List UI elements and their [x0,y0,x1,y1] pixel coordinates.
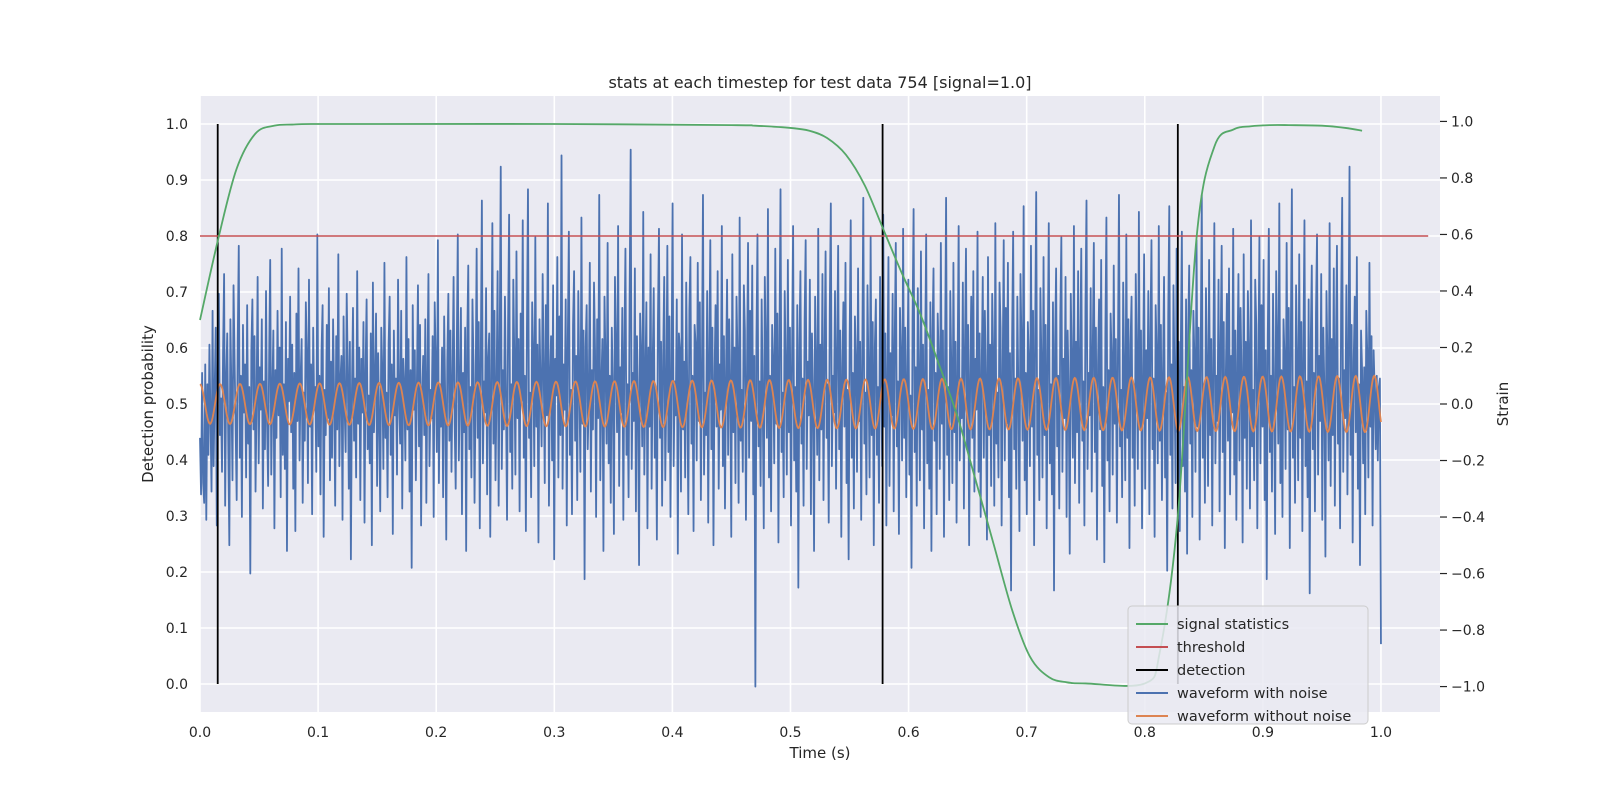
y-left-tick-label: 0.1 [166,621,188,637]
y-left-tick-label: 0.7 [166,285,188,301]
y-right-tick-label: 0.2 [1451,340,1473,356]
y-right-tick-label: −0.4 [1451,510,1485,526]
y-left-tick-label: 0.2 [166,565,188,581]
legend-label: signal statistics [1177,617,1289,633]
y-left-tick-label: 0.5 [166,397,188,413]
x-tick-label: 0.1 [307,725,329,741]
y-right-tick-label: −1.0 [1451,680,1485,696]
series-waveform-without-noise [199,374,1382,434]
chart-title: stats at each timestep for test data 754… [608,73,1031,92]
y-right-tick-label: 0.0 [1451,397,1473,413]
x-tick-label: 0.2 [425,725,447,741]
x-tick-label: 0.6 [897,725,919,741]
series-signal-statistics [199,123,1363,687]
y-right-tick-label: 1.0 [1451,114,1473,130]
y-axis-right-ticks: −1.0 −0.8 −0.6 −0.4 −0.2 0.0 0.2 0.4 0.6 0.8 1.0 [1440,114,1485,696]
y-right-tick-label: 0.8 [1451,171,1473,187]
legend: signal statistics threshold detection wavef… [1127,605,1369,725]
x-tick-label: 0.7 [1016,725,1038,741]
x-axis-ticks: 0.0 0.1 0.2 0.3 0.4 0.5 0.6 0.7 0.8 0.9 1.0 [189,725,1392,741]
series-layer [199,123,1429,688]
y-axis-right-label: Strain [1494,382,1512,426]
x-tick-label: 0.4 [661,725,683,741]
y-left-tick-label: 0.9 [166,173,188,189]
x-tick-label: 0.0 [189,725,211,741]
y-left-tick-label: 1.0 [166,117,188,133]
y-axis-left-label: Detection probability [139,325,157,483]
legend-label: waveform with noise [1177,686,1328,702]
x-tick-label: 0.5 [779,725,801,741]
series-waveform-with-noise [199,148,1382,688]
x-tick-label: 0.3 [543,725,565,741]
y-left-tick-label: 0.3 [166,509,188,525]
y-right-tick-label: 0.4 [1451,284,1473,300]
legend-label: waveform without noise [1177,709,1351,725]
x-tick-label: 0.9 [1252,725,1274,741]
y-left-tick-label: 0.8 [166,229,188,245]
legend-box [1127,605,1369,725]
y-right-tick-label: −0.2 [1451,454,1485,470]
y-right-tick-label: 0.6 [1451,227,1473,243]
x-tick-label: 1.0 [1370,725,1392,741]
y-right-tick-label: −0.8 [1451,623,1485,639]
y-left-tick-label: 0.0 [166,677,188,693]
x-axis-label: Time (s) [789,744,851,762]
y-right-tick-label: −0.6 [1451,567,1485,583]
legend-label: detection [1177,663,1245,679]
y-left-tick-label: 0.6 [166,341,188,357]
legend-label: threshold [1177,640,1245,656]
y-axis-left-ticks: 0.0 0.1 0.2 0.3 0.4 0.5 0.6 0.7 0.8 0.9 1.0 [166,117,188,693]
y-left-tick-label: 0.4 [166,453,188,469]
x-tick-label: 0.8 [1134,725,1156,741]
